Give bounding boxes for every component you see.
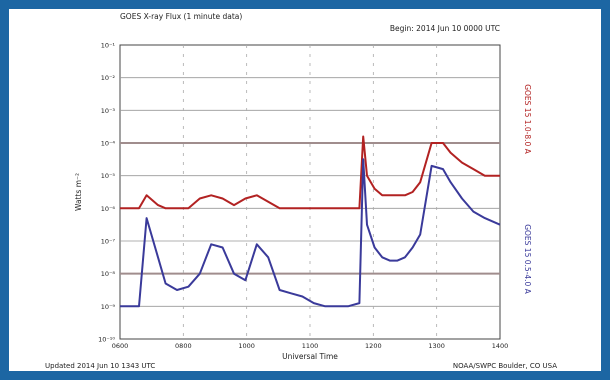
updated-note: Updated 2014 Jun 10 1343 UTC	[45, 362, 155, 370]
series-group	[120, 135, 501, 308]
y-tick-labels: 10⁻¹ 10⁻² 10⁻³ 10⁻⁴ 10⁻⁵ 10⁻⁶ 10⁻⁷ 10⁻⁸ 10⁻⁹ 10⁻¹…	[98, 42, 115, 344]
y-tick-label: 10⁻⁷	[101, 238, 116, 246]
y-tick-label: 10⁻⁵	[101, 172, 116, 180]
gridlines	[120, 45, 500, 339]
x-tick-label: 1300	[428, 342, 445, 350]
series-line-short-band	[120, 158, 501, 308]
begin-time: Begin: 2014 Jun 10 0000 UTC	[390, 24, 500, 33]
xray-flux-chart: 10⁻¹ 10⁻² 10⁻³ 10⁻⁴ 10⁻⁵ 10⁻⁶ 10⁻⁷ 10⁻⁸ 10⁻⁹ 10⁻¹…	[45, 12, 557, 370]
y-tick-label: 10⁻²	[101, 74, 116, 82]
right-label-short-band: GOES 15 0.5-4.0 A	[523, 224, 532, 294]
chart-frame: 10⁻¹ 10⁻² 10⁻³ 10⁻⁴ 10⁻⁵ 10⁻⁶ 10⁻⁷ 10⁻⁸ 10⁻⁹ 10⁻¹…	[9, 9, 601, 371]
y-axis-label: Watts m⁻²	[74, 173, 83, 211]
chart-title: GOES X-ray Flux (1 minute data)	[120, 12, 242, 21]
x-tick-label: 1100	[302, 342, 319, 350]
x-tick-label: 0800	[175, 342, 192, 350]
y-tick-label: 10⁻¹⁰	[98, 336, 115, 344]
x-tick-label: 1400	[492, 342, 509, 350]
y-tick-label: 10⁻³	[101, 107, 116, 115]
y-tick-label: 10⁻⁶	[101, 205, 116, 213]
y-tick-label: 10⁻¹	[101, 42, 116, 50]
series-line-long-band	[120, 135, 500, 210]
x-tick-label: 1200	[365, 342, 382, 350]
x-axis-label: Universal Time	[282, 352, 338, 361]
right-label-long-band: GOES 15 1.0-8.0 A	[523, 84, 532, 154]
y-tick-label: 10⁻⁹	[101, 303, 116, 311]
credit-note: NOAA/SWPC Boulder, CO USA	[453, 362, 557, 370]
y-tick-label: 10⁻⁴	[101, 140, 116, 148]
x-tick-label: 1000	[238, 342, 255, 350]
x-tick-label: 0600	[112, 342, 129, 350]
y-tick-label: 10⁻⁸	[101, 270, 116, 278]
x-tick-labels: 0600 0800 1000 1100 1200 1300 1400	[112, 342, 509, 350]
